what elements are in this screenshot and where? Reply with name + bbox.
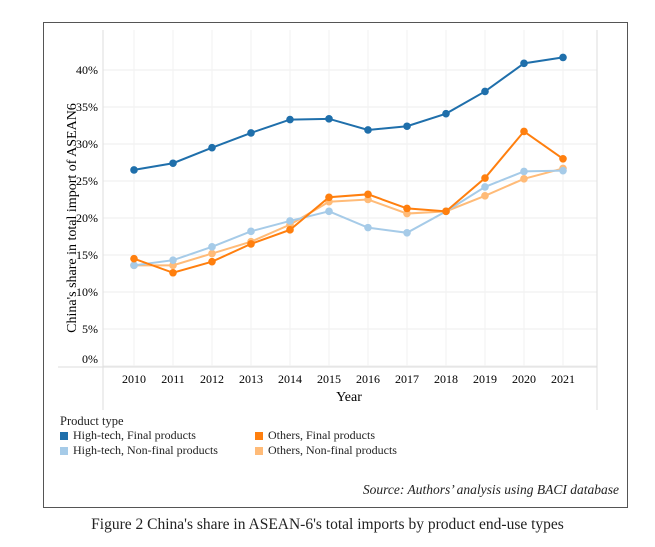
data-point	[286, 115, 294, 124]
data-point	[286, 226, 294, 234]
data-point	[169, 268, 177, 277]
x-tick-label: 2020	[512, 372, 536, 386]
y-tick-label: 10%	[76, 285, 98, 299]
data-point	[481, 183, 489, 191]
x-tick-label: 2012	[200, 372, 224, 386]
y-tick-label: 35%	[76, 100, 98, 114]
data-point	[325, 207, 333, 216]
data-point	[247, 129, 255, 137]
legend-label: Others, Non-final products	[268, 443, 397, 457]
data-point	[520, 167, 528, 176]
data-point	[130, 261, 138, 270]
data-point	[130, 254, 138, 263]
data-point	[403, 204, 411, 213]
x-axis-label: Year	[336, 390, 362, 405]
data-point	[247, 227, 255, 236]
x-tick-label: 2021	[551, 372, 575, 386]
x-tick-label: 2010	[122, 372, 146, 386]
series-line	[134, 167, 564, 267]
legend-swatch	[60, 431, 68, 440]
legend-swatch	[255, 431, 263, 440]
data-point	[247, 240, 255, 248]
legend-item: Others, Non-final products	[255, 443, 397, 458]
data-point	[325, 193, 333, 202]
x-tick-label: 2015	[317, 372, 341, 386]
data-point	[208, 249, 216, 258]
data-point	[559, 155, 567, 163]
source-note: Source: Authors’ analysis using BACI dat…	[362, 482, 619, 497]
legend-swatch	[255, 446, 263, 455]
x-tick-label: 2016	[356, 372, 380, 386]
data-point	[169, 256, 177, 264]
data-point	[325, 115, 333, 123]
legend-item: High-tech, Final products	[60, 428, 196, 443]
data-point	[442, 207, 450, 216]
data-point	[481, 174, 489, 182]
figure-frame	[43, 22, 628, 508]
legend-item: Others, Final products	[255, 428, 375, 443]
data-point	[403, 122, 411, 131]
data-point	[520, 59, 528, 68]
data-point	[403, 229, 411, 237]
y-tick-label: 20%	[76, 211, 98, 225]
data-point	[169, 159, 177, 168]
data-point	[364, 223, 372, 232]
series-line	[133, 130, 564, 274]
legend-label: Others, Final products	[268, 428, 375, 442]
y-tick-label: 25%	[76, 174, 98, 188]
data-point	[520, 174, 528, 183]
data-point	[559, 53, 567, 62]
legend-item: High-tech, Non-final products	[60, 443, 218, 458]
data-point	[520, 127, 528, 136]
series-line	[133, 169, 564, 267]
y-tick-label: 15%	[76, 248, 98, 262]
y-axis-label: China's share in total import of ASEAN6	[65, 103, 80, 333]
figure-caption: Figure 2 China's share in ASEAN-6's tota…	[91, 516, 564, 533]
x-tick-label: 2011	[161, 372, 185, 386]
data-point	[481, 192, 489, 200]
data-point	[130, 166, 138, 174]
data-point	[286, 217, 294, 225]
x-tick-label: 2019	[473, 372, 497, 386]
y-tick-label: 0%	[82, 352, 98, 366]
legend-swatch	[60, 446, 68, 455]
x-tick-label: 2014	[278, 372, 302, 386]
legend-title: Product type	[60, 414, 124, 428]
data-point	[481, 87, 489, 96]
data-point	[208, 143, 216, 152]
legend-label: High-tech, Non-final products	[73, 443, 218, 457]
data-point	[559, 166, 567, 175]
legend-label: High-tech, Final products	[73, 428, 196, 442]
x-tick-label: 2018	[434, 372, 458, 386]
series-line	[133, 56, 564, 171]
data-point	[208, 243, 216, 251]
x-tick-label: 2017	[395, 372, 419, 386]
data-point	[364, 126, 372, 134]
data-point	[208, 257, 216, 266]
y-tick-label: 5%	[82, 322, 98, 336]
y-tick-label: 30%	[76, 137, 98, 151]
y-tick-label: 40%	[76, 63, 98, 77]
data-point	[364, 190, 372, 199]
data-point	[442, 109, 450, 118]
x-tick-label: 2013	[239, 372, 263, 386]
